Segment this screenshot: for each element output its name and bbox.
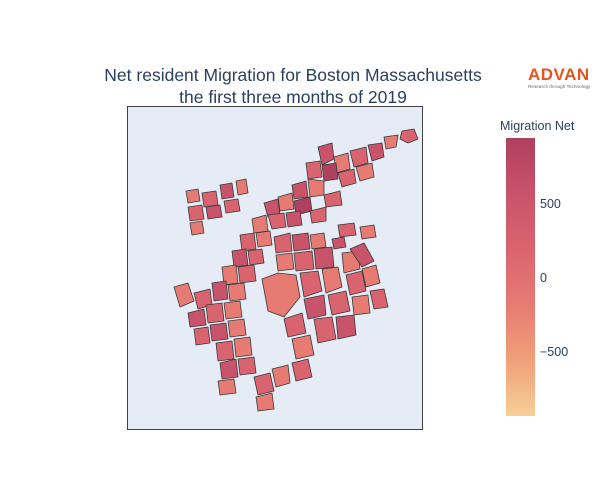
logo-wordmark: ADVAN <box>528 65 590 84</box>
region <box>239 232 257 252</box>
colorbar-tick-500: 500 <box>540 197 561 211</box>
region <box>273 232 293 254</box>
region <box>261 272 301 318</box>
region <box>217 378 237 396</box>
region <box>351 294 371 316</box>
region <box>369 288 389 310</box>
region <box>275 252 295 272</box>
map-title: Net resident Migration for Boston Massac… <box>58 64 528 108</box>
region <box>247 248 265 266</box>
region <box>185 188 201 204</box>
region <box>231 248 249 268</box>
region <box>337 168 357 188</box>
region <box>271 364 291 388</box>
region <box>227 282 247 302</box>
region <box>215 340 235 362</box>
region <box>313 316 337 344</box>
region <box>309 232 327 250</box>
region <box>219 358 239 380</box>
region <box>359 224 377 240</box>
region <box>337 222 357 238</box>
region <box>335 314 357 340</box>
region <box>323 190 343 208</box>
region <box>201 190 219 208</box>
region <box>331 236 347 250</box>
region <box>211 280 229 302</box>
region <box>317 142 335 166</box>
region <box>307 178 325 198</box>
region <box>313 246 335 270</box>
region <box>291 358 313 382</box>
region <box>219 182 235 200</box>
region <box>233 336 253 358</box>
region <box>237 356 257 376</box>
advan-logo: ADVAN Research through Technology <box>528 66 594 89</box>
logo-tagline: Research through Technology <box>528 84 591 89</box>
region <box>209 322 229 342</box>
region <box>227 318 247 338</box>
map-regions <box>173 128 419 412</box>
choropleth-map[interactable] <box>127 106 423 430</box>
region <box>321 266 343 294</box>
region <box>255 230 273 248</box>
region <box>291 232 311 252</box>
title-line-2: the first three months of 2019 <box>179 87 407 107</box>
colorbar-tick-0: 0 <box>540 271 547 285</box>
region <box>293 250 315 272</box>
region <box>291 180 309 200</box>
region <box>193 326 211 346</box>
region <box>187 204 205 222</box>
region <box>235 178 249 196</box>
region <box>283 312 307 338</box>
colorbar-tick-minus-500: −500 <box>540 345 569 359</box>
region <box>253 372 275 396</box>
region <box>383 134 399 150</box>
region <box>345 270 367 296</box>
region <box>267 212 287 230</box>
region <box>303 294 327 320</box>
region <box>349 146 369 168</box>
region <box>223 300 243 320</box>
region <box>189 220 205 236</box>
region <box>205 302 225 324</box>
region <box>237 264 257 284</box>
region <box>221 264 239 286</box>
region <box>309 206 327 224</box>
colorbar-title: Migration Net <box>500 119 575 133</box>
region <box>361 264 381 288</box>
region <box>291 334 315 360</box>
region <box>187 308 207 328</box>
region <box>277 192 295 212</box>
region <box>285 210 303 228</box>
region <box>321 162 339 182</box>
region <box>367 142 385 162</box>
region <box>399 128 419 144</box>
region <box>251 214 269 234</box>
region <box>255 392 275 412</box>
region <box>355 162 375 182</box>
region <box>223 198 241 214</box>
region <box>327 290 351 316</box>
region <box>173 282 195 308</box>
title-line-1: Net resident Migration for Boston Massac… <box>104 65 482 85</box>
region <box>205 204 223 220</box>
region <box>305 160 323 180</box>
region <box>299 270 323 298</box>
region <box>349 242 375 268</box>
colorbar <box>506 138 535 416</box>
